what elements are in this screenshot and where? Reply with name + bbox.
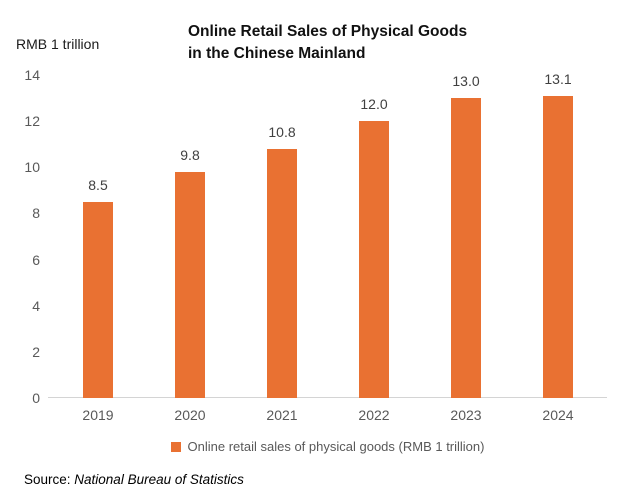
x-tick-label-2022: 2022: [358, 407, 390, 423]
bar-2022: [359, 121, 389, 398]
bar-value-label-2021: 10.8: [268, 123, 296, 140]
bar-2023: [451, 98, 481, 398]
y-tick-label: 12: [24, 113, 40, 130]
y-tick-label: 8: [32, 205, 40, 222]
bar-2021: [267, 148, 297, 398]
legend: Online retail sales of physical goods (R…: [48, 439, 607, 454]
source-name: National Bureau of Statistics: [74, 472, 244, 487]
y-tick-label: 6: [32, 251, 40, 268]
bar-2020: [175, 171, 205, 398]
bar-2024: [543, 95, 573, 398]
y-tick-label: 4: [32, 297, 40, 314]
source-prefix: Source:: [24, 472, 75, 487]
plot-area: 0 2 4 6 8 10 12 14 8.5 2019 9.8 2020 10.8 2021 12.0 202…: [24, 67, 607, 423]
y-tick-label: 2: [32, 343, 40, 360]
legend-swatch-icon: [170, 441, 181, 452]
y-tick-label: 14: [24, 67, 40, 83]
y-tick-label: 10: [24, 159, 40, 176]
x-axis-line: [48, 397, 607, 398]
x-tick-label-2019: 2019: [82, 407, 114, 423]
legend-label: Online retail sales of physical goods (R…: [187, 439, 485, 454]
x-tick-label-2021: 2021: [266, 407, 298, 423]
bar-value-label-2024: 13.1: [544, 70, 572, 87]
y-axis-unit-label: RMB 1 trillion: [16, 36, 100, 52]
y-tick-label: 0: [32, 390, 40, 406]
x-tick-label-2023: 2023: [450, 407, 482, 423]
x-tick-label-2020: 2020: [174, 407, 206, 423]
bar-value-label-2019: 8.5: [88, 176, 108, 193]
source-line: Source: National Bureau of Statistics: [24, 472, 244, 487]
bar-2019: [83, 201, 113, 398]
chart-title: Online Retail Sales of Physical Goods in…: [188, 23, 468, 62]
x-tick-label-2024: 2024: [542, 407, 574, 423]
bar-value-label-2022: 12.0: [360, 96, 388, 113]
bar-value-label-2023: 13.0: [452, 73, 480, 90]
bar-value-label-2020: 9.8: [180, 146, 200, 163]
